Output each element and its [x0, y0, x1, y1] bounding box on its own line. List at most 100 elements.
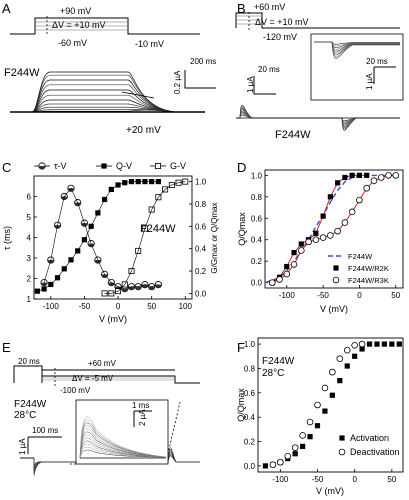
current-trace: [10, 79, 205, 113]
panel-f-frame: [257, 337, 404, 473]
point-deactivation: [306, 418, 314, 426]
point-f244w-r2k: [364, 172, 370, 178]
point-deactivation: [284, 452, 292, 460]
panel-a-dv: ΔV = +10 mV: [52, 20, 106, 30]
panel-c-axes: -100 -50 0 50 100 1 2 3 4 5 6 0.0 0.2 0.4 0.6 0.8 1.0: [27, 178, 207, 311]
y-right-tick-label: 1.0: [195, 178, 207, 187]
panel-e-dv: ΔV = -5 mV: [72, 374, 114, 383]
series-g-v-connector: [104, 181, 186, 294]
panel-d-xlabel: V (mV): [320, 304, 348, 314]
y-tick-label: 0.8: [244, 364, 256, 373]
point--v-fill: [40, 282, 48, 286]
point--v-fill: [87, 243, 95, 247]
point--v: [53, 221, 62, 229]
panel-e: E 20 ms +60 mV ΔV = -5 mV -100 mV F244W …: [2, 340, 200, 477]
x-tick-label: 0: [116, 302, 121, 311]
panel-f-xlabel: V (mV): [316, 486, 344, 496]
panel-b-inset-scale-current: 1 µA: [365, 73, 374, 90]
panel-a-scale-current: 0.2 µA: [173, 70, 182, 94]
point-f244w-r3k: [268, 279, 276, 286]
point-activation: [322, 408, 328, 414]
point-activation: [307, 434, 313, 440]
x-tick-label: -100: [43, 302, 60, 311]
panel-b-protocol-trace: [235, 12, 400, 29]
y-tick-label: 0.6: [251, 214, 263, 223]
inset-current-trace: [79, 437, 167, 459]
point-deactivation: [314, 401, 321, 409]
panel-c: C τ-V Q-V G-V -100 -50 0 50 100 1 2 3 4 5 6 0.0 0.2 0.4…: [2, 160, 219, 324]
panel-b-scale-current: 1 µA: [246, 76, 255, 93]
y-right-tick-label: 0.4: [195, 245, 207, 254]
panel-e-vtop: +60 mV: [88, 359, 116, 368]
point-f244w-r3k: [348, 208, 356, 216]
point--v: [148, 283, 156, 291]
inset-current-trace: [79, 428, 167, 459]
point-f244w-r3k: [377, 174, 385, 181]
point-deactivation: [277, 458, 284, 466]
point-f244w-r3k: [363, 184, 370, 192]
panel-a-trace-label: +20 mV: [126, 125, 161, 136]
panel-e-scale-time: 100 ms: [32, 426, 58, 435]
point-f244w-r3k: [334, 227, 341, 235]
point--v: [141, 281, 149, 289]
series-q-v-connector: [37, 181, 159, 292]
point-activation: [359, 346, 365, 352]
y-tick-label: 0.6: [244, 389, 256, 398]
point-activation: [366, 341, 373, 347]
panel-e-inset: [75, 399, 169, 465]
point-f244w-r3k: [385, 172, 392, 179]
point--v-fill: [94, 260, 102, 264]
x-tick-label: -50: [312, 475, 324, 484]
x-tick-label: 0: [352, 475, 357, 484]
point-f244w-r2k: [291, 250, 297, 256]
y-tick-label: 0.4: [244, 413, 256, 422]
point-deactivation: [269, 461, 277, 468]
panel-d: D -100 -50 0 500.00.20.40.60.81.0 F244WF244…: [237, 160, 404, 314]
point--v-fill: [47, 260, 55, 264]
point-f244w-r3k: [312, 236, 320, 244]
y-tick-label: 4: [27, 234, 32, 243]
point-f244w-r3k: [319, 234, 327, 241]
point-activation: [300, 443, 306, 450]
panel-c-ylabel-right: G/Gmax or Q/Qmax: [210, 202, 219, 273]
legend-g-v-marker: [154, 162, 161, 169]
current-trace: [10, 94, 205, 113]
point-f244w-r3k: [356, 196, 363, 204]
legend-q-v-label: Q-V: [116, 161, 132, 171]
panel-a: A +90 mV ΔV = +10 mV -60 mV -10 mV F244W…: [2, 1, 216, 136]
panel-f-axes: -100 -50 0 50 0.0 0.2 0.4 0.6 0.8 1.0: [244, 340, 397, 484]
y-right-tick-label: 0.8: [195, 200, 207, 209]
point-f244w-r3k: [341, 219, 349, 226]
panel-d-plot: [264, 172, 400, 286]
panel-b-vhold: -120 mV: [263, 32, 297, 42]
y-tick-label: 0.0: [251, 279, 263, 288]
legend-deactivation-marker: [338, 448, 346, 456]
point-deactivation: [329, 368, 336, 376]
point-f244w-r3k: [327, 232, 334, 239]
point-activation: [344, 363, 350, 369]
panel-b-dv: ΔV = +10 mV: [255, 17, 309, 27]
point--v-fill: [121, 288, 128, 292]
point--v-fill: [54, 225, 61, 229]
legend--v-marker: [38, 162, 46, 170]
point-f244w-r2k: [349, 172, 355, 178]
legend-activation-label: Activation: [350, 433, 389, 443]
current-trace: [10, 99, 205, 113]
panel-a-protocol-steps: [35, 21, 128, 31]
point--v-fill: [61, 196, 68, 200]
x-tick-label: 50: [387, 475, 396, 484]
y-right-tick-label: 0.6: [195, 222, 207, 231]
panel-e-temperature: 28°C: [14, 410, 36, 421]
inset-current-trace: [79, 434, 167, 459]
legend-deactivation-label: Deactivation: [350, 447, 400, 457]
panel-a-vhold: -60 mV: [58, 38, 87, 48]
panel-e-letter: E: [2, 340, 11, 355]
panel-b-inset-traces: [314, 41, 400, 59]
panel-d-letter: D: [237, 160, 246, 175]
point-deactivation: [358, 340, 366, 348]
point-f244w-r3k: [298, 247, 305, 254]
point-f244w-r2k: [284, 263, 290, 270]
y-tick-label: 1.0: [251, 171, 263, 180]
point-f244w-r2k: [320, 213, 326, 219]
panel-e-vbottom: -100 mV: [60, 386, 91, 395]
